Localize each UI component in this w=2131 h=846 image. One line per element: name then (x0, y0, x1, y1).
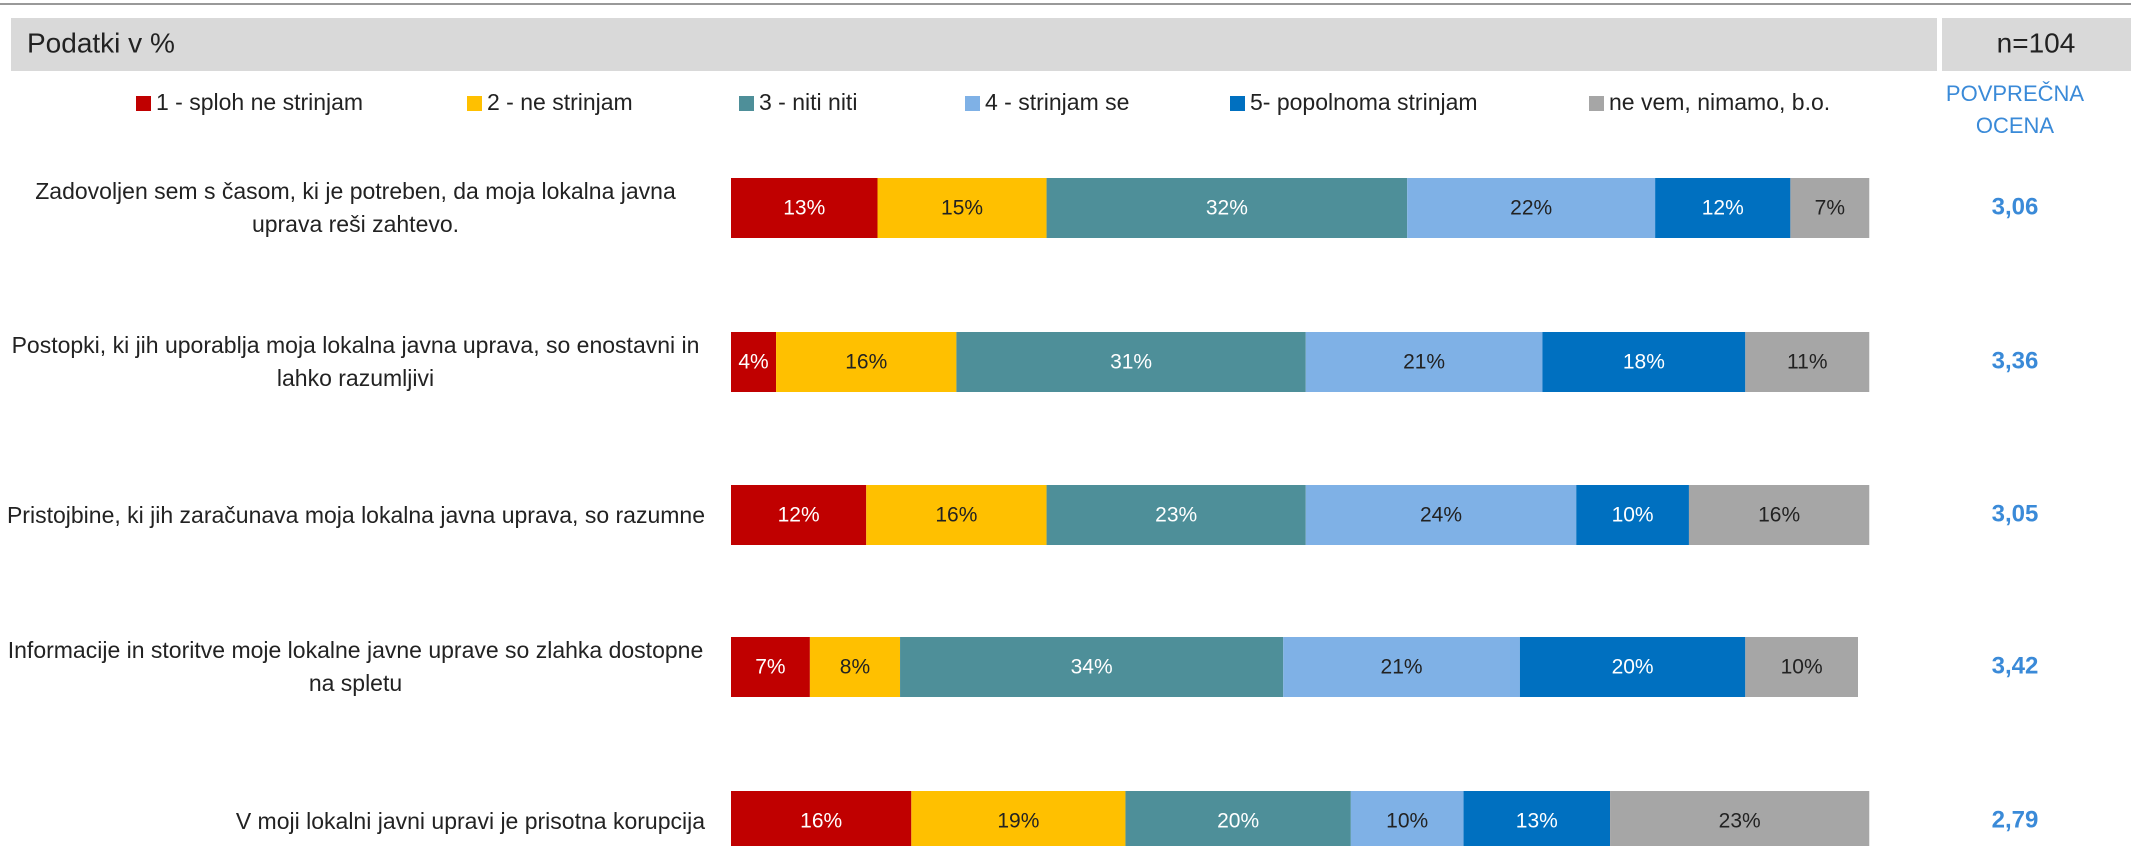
data-label: 23% (1155, 504, 1197, 527)
mean-value: 3,05 (1992, 500, 2039, 527)
data-label: 16% (845, 351, 887, 374)
legend-swatch (1230, 96, 1245, 111)
bar-segment (1305, 485, 1577, 545)
mean-value: 3,06 (1992, 193, 2039, 220)
legend-swatch (467, 96, 482, 111)
bar-segment (1350, 791, 1464, 846)
category-text: Postopki, ki jih uporablja moja lokalna … (11, 332, 700, 391)
category-label: Informacije in storitve moje lokalne jav… (6, 627, 705, 707)
data-label: 23% (1719, 810, 1761, 833)
mean-value: 3,42 (1992, 652, 2039, 679)
data-label: 24% (1420, 504, 1462, 527)
bar-segment (877, 178, 1047, 238)
bar-segment (1305, 332, 1543, 392)
bar-segment (731, 178, 878, 238)
bar-segment (1407, 178, 1656, 238)
legend-swatch (1589, 96, 1604, 111)
data-label: 22% (1510, 197, 1552, 220)
mean-header: POVPREČNA OCENA (1945, 81, 2085, 138)
legend-label: 1 - sploh ne strinjam (156, 89, 363, 115)
bar-segment (1688, 485, 1870, 545)
category-text: Informacije in storitve moje lokalne jav… (7, 637, 704, 696)
category-text: Pristojbine, ki jih zaračunava moja loka… (6, 501, 705, 528)
bar-segment (1610, 791, 1870, 846)
data-label: 10% (1781, 656, 1823, 679)
bar-segment (1046, 178, 1408, 238)
data-label: 20% (1217, 810, 1259, 833)
legend-label: 4 - strinjam se (985, 89, 1129, 115)
data-label: 31% (1110, 351, 1152, 374)
legend-label: 3 - niti niti (759, 89, 857, 115)
bar-segment (731, 485, 867, 545)
legend-label: ne vem, nimamo, b.o. (1609, 89, 1830, 115)
category-label: V moji lokalni javni upravi je prisotna … (6, 781, 705, 846)
legend-label: 2 - ne strinjam (487, 89, 633, 115)
bar-segment (1745, 637, 1858, 697)
sample-size: n=104 (1997, 27, 2076, 58)
category-label: Pristojbine, ki jih zaračunava moja loka… (6, 475, 705, 555)
bar-segment (776, 332, 957, 392)
legend-swatch (965, 96, 980, 111)
legend-swatch (739, 96, 754, 111)
bar-segment (1046, 485, 1306, 545)
bar-segment (1542, 332, 1746, 392)
category-text: Zadovoljen sem s časom, ki je potreben, … (35, 178, 676, 237)
mean-value: 2,79 (1992, 806, 2039, 833)
data-label: 13% (783, 197, 825, 220)
data-label: 16% (935, 504, 977, 527)
bar-segment (956, 332, 1306, 392)
legend-swatch (136, 96, 151, 111)
bar-segment (1283, 637, 1520, 697)
data-label: 7% (755, 656, 785, 679)
bar-segment (900, 637, 1284, 697)
bar-segment (731, 637, 810, 697)
bar-segment (731, 791, 912, 846)
data-label: 10% (1386, 810, 1428, 833)
category-label: Zadovoljen sem s časom, ki je potreben, … (6, 168, 705, 248)
bar-segment (731, 332, 777, 392)
bar-segment (1655, 178, 1791, 238)
data-label: 4% (738, 351, 768, 374)
data-label: 32% (1206, 197, 1248, 220)
header-bar (11, 18, 1937, 71)
data-label: 34% (1071, 656, 1113, 679)
bar-segment (1790, 178, 1870, 238)
data-label: 12% (1702, 197, 1744, 220)
bar-segment (866, 485, 1047, 545)
data-label: 10% (1612, 504, 1654, 527)
bar-segment (1125, 791, 1351, 846)
bar-segment (1519, 637, 1746, 697)
data-label: 21% (1403, 351, 1445, 374)
bar-segment (809, 637, 901, 697)
data-label: 19% (997, 810, 1039, 833)
data-label: 21% (1381, 656, 1423, 679)
mean-value: 3,36 (1992, 347, 2039, 374)
data-label: 12% (778, 504, 820, 527)
data-label: 18% (1623, 351, 1665, 374)
category-label: Postopki, ki jih uporablja moja lokalna … (6, 322, 705, 402)
data-label: 15% (941, 197, 983, 220)
bar-segment (911, 791, 1126, 846)
data-label: 13% (1516, 810, 1558, 833)
data-label: 8% (840, 656, 870, 679)
header-cell (1942, 18, 2131, 71)
data-label: 16% (1758, 504, 1800, 527)
legend-label: 5- popolnoma strinjam (1250, 89, 1478, 115)
category-text: V moji lokalni javni upravi je prisotna … (235, 807, 705, 834)
bar-segment (1745, 332, 1870, 392)
data-label: 7% (1815, 197, 1845, 220)
chart-title: Podatki v % (27, 27, 175, 58)
data-label: 20% (1612, 656, 1654, 679)
data-label: 11% (1787, 351, 1827, 374)
data-label: 16% (800, 810, 842, 833)
bar-segment (1576, 485, 1689, 545)
bar-segment (1463, 791, 1611, 846)
